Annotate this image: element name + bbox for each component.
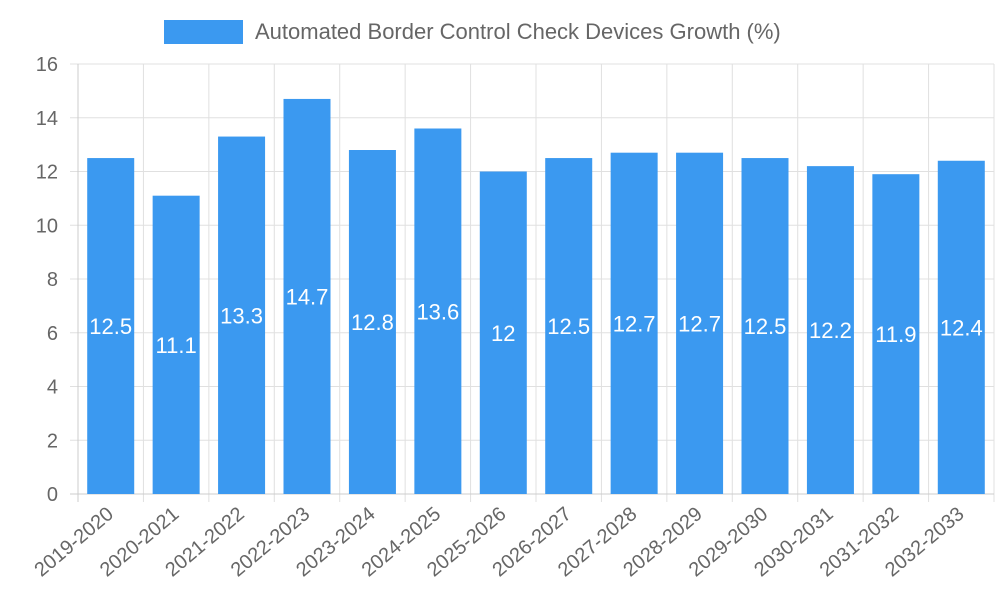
bar-2031-2032[interactable] [872, 174, 920, 494]
bar-2021-2022[interactable] [218, 136, 266, 494]
bar-2022-2023[interactable] [283, 98, 331, 494]
bar-value-label: 12.8 [351, 310, 394, 335]
bar-value-label: 11.1 [156, 333, 197, 358]
y-tick-label: 6 [47, 323, 58, 345]
legend[interactable]: Automated Border Control Check Devices G… [164, 19, 781, 44]
bar-value-label: 12.5 [744, 314, 787, 339]
y-tick-label: 0 [47, 484, 58, 506]
bar-2025-2026[interactable] [479, 171, 527, 495]
y-tick-label: 4 [47, 377, 58, 399]
bar-value-label: 12.5 [89, 314, 132, 339]
bar-2020-2021[interactable] [152, 195, 200, 494]
bar-2019-2020[interactable] [87, 158, 135, 494]
y-tick-label: 16 [36, 54, 58, 76]
data-labels: 12.5 11.1 13.3 14.7 12.8 13.6 12 12.5 12.7 12.7 12… [89, 284, 982, 357]
legend-swatch [164, 20, 243, 44]
bar-2023-2024[interactable] [348, 150, 396, 494]
bar-value-label: 13.3 [220, 303, 263, 328]
bar-2028-2029[interactable] [676, 152, 724, 494]
bar-value-label: 12 [491, 321, 515, 346]
bar-2024-2025[interactable] [414, 128, 462, 495]
bar-2027-2028[interactable] [610, 152, 658, 494]
y-tick-label: 2 [47, 430, 58, 452]
bar-2026-2027[interactable] [545, 158, 593, 494]
bars [87, 98, 985, 495]
grid-lines [70, 63, 995, 502]
y-tick-label: 8 [47, 269, 58, 291]
bar-value-label: 12.7 [613, 311, 656, 336]
x-axis-ticks: 2019-20202020-20212021-20222022-20232023… [31, 503, 969, 581]
y-axis-ticks: 0 2 4 6 8 10 12 14 16 [36, 54, 58, 506]
bar-value-label: 12.4 [940, 315, 983, 340]
bar-value-label: 14.7 [286, 284, 329, 309]
bar-value-label: 11.9 [875, 322, 916, 347]
bar-2029-2030[interactable] [741, 158, 789, 494]
bar-value-label: 12.5 [547, 314, 590, 339]
y-tick-label: 14 [36, 108, 58, 130]
y-tick-label: 10 [36, 215, 58, 237]
bar-value-label: 12.2 [809, 318, 852, 343]
bar-2030-2031[interactable] [806, 166, 854, 494]
bar-value-label: 12.7 [678, 311, 721, 336]
bar-value-label: 13.6 [416, 299, 459, 324]
y-tick-label: 12 [36, 162, 58, 184]
bar-2032-2033[interactable] [937, 160, 985, 494]
legend-label: Automated Border Control Check Devices G… [255, 19, 781, 44]
